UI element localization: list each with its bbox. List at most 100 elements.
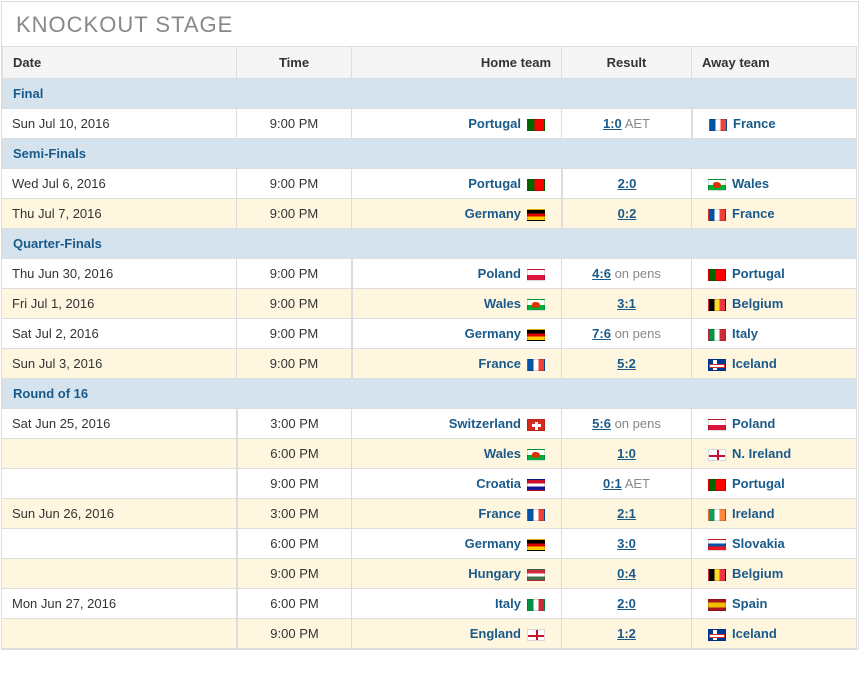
score-link[interactable]: 1:0 [617,446,636,461]
home-team-link[interactable]: Germany [465,206,521,221]
away-team-link[interactable]: Italy [732,326,758,341]
match-time: 9:00 PM [237,619,352,649]
score-link[interactable]: 1:0 [603,116,622,131]
away-team-cell: Iceland [692,619,857,649]
match-date [2,439,237,469]
home-team-link[interactable]: England [470,626,521,641]
away-team-link[interactable]: Portugal [732,266,785,281]
away-team-link[interactable]: Slovakia [732,536,785,551]
result-cell: 0:1 AET [562,469,692,499]
score-link[interactable]: 5:6 [592,416,611,431]
away-team-link[interactable]: Ireland [732,506,775,521]
result-cell: 4:6 on pens [562,259,692,289]
home-team-cell: Portugal [352,169,562,199]
home-team-cell: Germany [352,529,562,559]
away-team-link[interactable]: N. Ireland [732,446,791,461]
away-team-link[interactable]: France [733,116,776,131]
away-team-link[interactable]: Poland [732,416,775,431]
home-team-cell: Wales [352,289,562,319]
knockout-panel: KNOCKOUT STAGE Date Time Home team Resul… [1,1,859,650]
score-link[interactable]: 0:1 [603,476,622,491]
result-cell: 3:0 [562,529,692,559]
score-link[interactable]: 2:1 [617,506,636,521]
match-date: Sun Jul 3, 2016 [2,349,237,379]
flag-icon [527,509,545,521]
stage-header: Final [2,79,857,109]
away-team-cell: Belgium [692,559,857,589]
score-link[interactable]: 2:0 [618,176,637,191]
away-team-link[interactable]: Iceland [732,626,777,641]
away-team-link[interactable]: Wales [732,176,769,191]
away-team-cell: Portugal [692,259,857,289]
match-time: 6:00 PM [237,439,352,469]
score-link[interactable]: 7:6 [592,326,611,341]
away-team-link[interactable]: Iceland [732,356,777,371]
away-team-link[interactable]: Belgium [732,296,783,311]
home-team-link[interactable]: Hungary [468,566,521,581]
match-time: 9:00 PM [237,469,352,499]
flag-icon [708,269,726,281]
home-team-link[interactable]: France [478,356,521,371]
away-team-link[interactable]: France [732,206,775,221]
match-date: Wed Jul 6, 2016 [2,169,237,199]
home-team-cell: Wales [352,439,562,469]
home-team-link[interactable]: Portugal [468,116,521,131]
flag-icon [527,359,545,371]
result-cell: 2:1 [562,499,692,529]
home-team-link[interactable]: Germany [465,536,521,551]
score-link[interactable]: 2:0 [617,596,636,611]
home-team-link[interactable]: Italy [495,596,521,611]
score-link[interactable]: 3:0 [617,536,636,551]
home-team-link[interactable]: Switzerland [449,416,521,431]
stage-header: Semi-Finals [2,139,857,169]
flag-icon [708,539,726,551]
result-extra: AET [625,116,650,131]
score-link[interactable]: 5:2 [617,356,636,371]
flag-icon [527,629,545,641]
away-team-link[interactable]: Spain [732,596,767,611]
matches-table: Date Time Home team Result Away team Fin… [2,46,858,649]
away-team-cell: France [692,109,857,139]
result-cell: 1:2 [562,619,692,649]
home-team-cell: Germany [352,319,562,349]
home-team-link[interactable]: Croatia [476,476,521,491]
stage-header: Round of 16 [2,379,857,409]
match-date: Fri Jul 1, 2016 [2,289,237,319]
flag-icon [709,119,727,131]
home-team-link[interactable]: Portugal [468,176,521,191]
home-team-link[interactable]: Wales [484,296,521,311]
match-date: Sun Jun 26, 2016 [2,499,237,529]
home-team-link[interactable]: Poland [478,266,521,281]
home-team-link[interactable]: Wales [484,446,521,461]
home-team-link[interactable]: France [478,506,521,521]
flag-icon [708,599,726,611]
score-link[interactable]: 0:2 [618,206,637,221]
flag-icon [527,179,545,191]
home-team-cell: Germany [352,199,562,229]
home-team-cell: France [352,499,562,529]
flag-icon [708,509,726,521]
col-time: Time [237,46,352,79]
away-team-link[interactable]: Portugal [732,476,785,491]
match-time: 9:00 PM [237,199,352,229]
result-cell: 1:0 [562,439,692,469]
flag-icon [527,329,545,341]
match-time: 3:00 PM [237,409,352,439]
home-team-link[interactable]: Germany [465,326,521,341]
score-link[interactable]: 0:4 [617,566,636,581]
home-team-cell: France [352,349,562,379]
flag-icon [527,539,545,551]
match-date: Thu Jun 30, 2016 [2,259,237,289]
away-team-link[interactable]: Belgium [732,566,783,581]
match-date [2,619,237,649]
match-time: 9:00 PM [237,259,352,289]
flag-icon [527,599,545,611]
score-link[interactable]: 1:2 [617,626,636,641]
match-date [2,469,237,499]
flag-icon [527,569,545,581]
col-result: Result [562,46,692,79]
score-link[interactable]: 4:6 [592,266,611,281]
result-cell: 2:0 [562,589,692,619]
flag-icon [708,629,726,641]
score-link[interactable]: 3:1 [617,296,636,311]
